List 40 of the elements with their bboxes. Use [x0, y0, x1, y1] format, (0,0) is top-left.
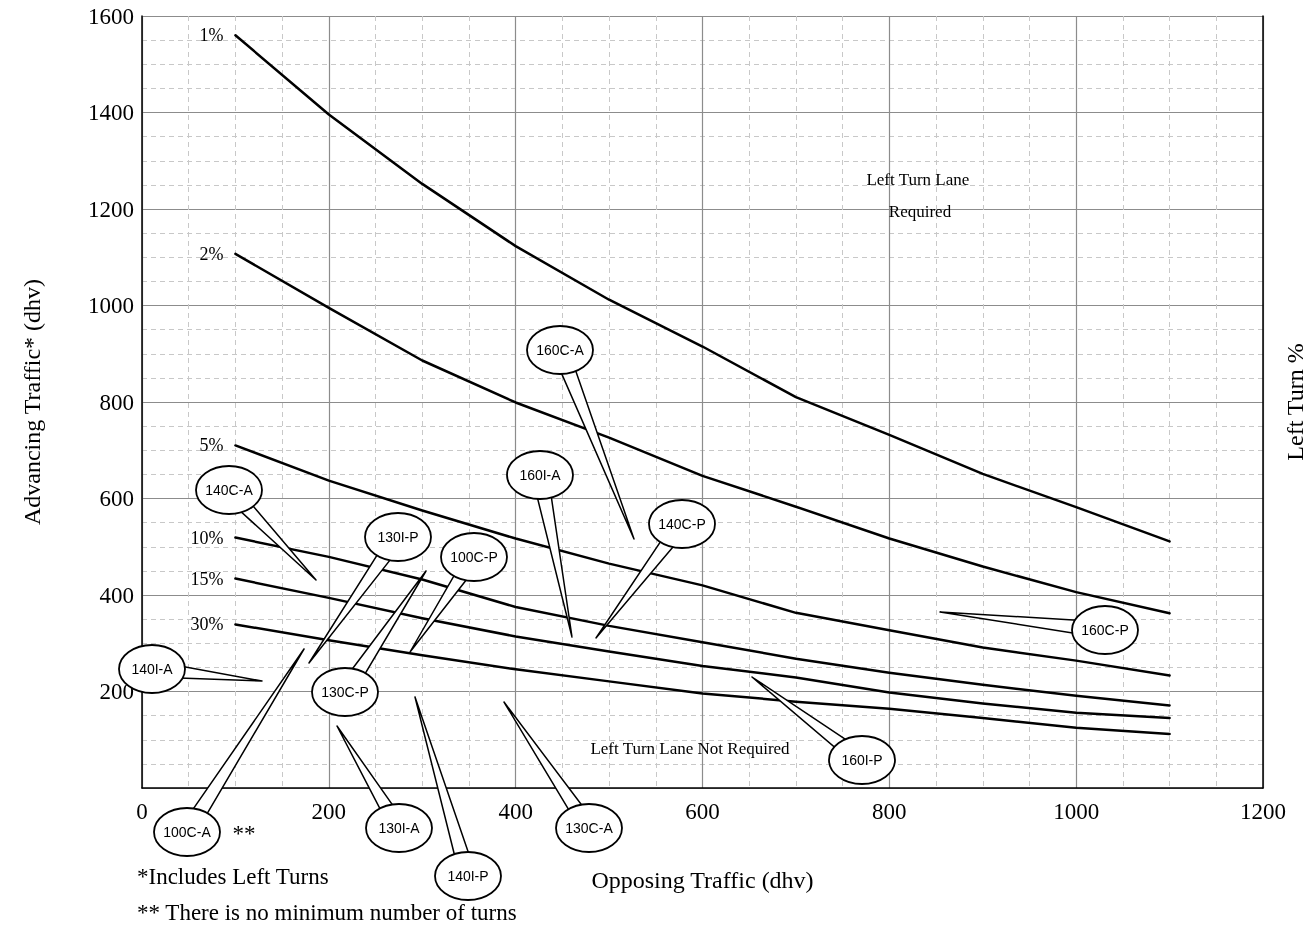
x-tick-label: 400 — [498, 799, 533, 824]
annotation: 140C-P — [658, 516, 706, 532]
annotation: 130C-P — [321, 684, 369, 700]
x-tick-label: 1000 — [1053, 799, 1100, 824]
series-label: 30% — [190, 614, 224, 635]
y-axis-title: Advancing Traffic* (dhv) — [19, 278, 45, 526]
y-tick-label: 400 — [99, 582, 134, 608]
series-label: 15% — [190, 568, 224, 589]
series-label: 5% — [199, 435, 224, 456]
y-tick-label: 800 — [99, 389, 134, 415]
annotation: Left Turn Lane Required — [866, 169, 974, 221]
y-tick-label: 1600 — [88, 3, 134, 29]
annotation: 130I-P — [377, 529, 419, 545]
text: *Includes Left Turns — [137, 863, 329, 889]
series-label: 1% — [199, 25, 224, 46]
annotation: Left Turn Lane Not Required — [590, 738, 791, 758]
annotation: 160C-P — [1081, 622, 1129, 638]
annotation: 140I-A — [131, 661, 174, 677]
x-tick-label: 1200 — [1240, 799, 1286, 824]
y-tick-label: 600 — [99, 486, 134, 511]
text: ** There is no minimum number of turns — [137, 899, 517, 925]
y2-axis-title: Left Turn % — [1282, 343, 1308, 461]
x-axis-title: Opposing Traffic (dhv) — [591, 867, 814, 893]
x-tick-label: 600 — [685, 799, 720, 824]
x-tick-label: 200 — [311, 799, 347, 824]
annotation: 160I-P — [841, 752, 883, 768]
x-tick-label: 800 — [872, 799, 907, 824]
series-label: 10% — [190, 527, 224, 548]
series-label: 2% — [199, 243, 224, 264]
annotation: 160C-A — [536, 342, 585, 358]
speech-bubble: 160C-P — [939, 605, 1139, 655]
x-tick-label: 0 — [136, 799, 148, 824]
y-tick-label: 1200 — [88, 196, 134, 222]
y-tick-label: 1000 — [88, 293, 134, 318]
annotation: 140C-A — [205, 482, 254, 498]
y-tick-label: 1400 — [88, 100, 134, 125]
text: ** — [232, 820, 256, 846]
annotation: 160I-A — [519, 467, 562, 483]
line-series — [234, 577, 1171, 720]
annotation: 100C-P — [450, 549, 498, 565]
